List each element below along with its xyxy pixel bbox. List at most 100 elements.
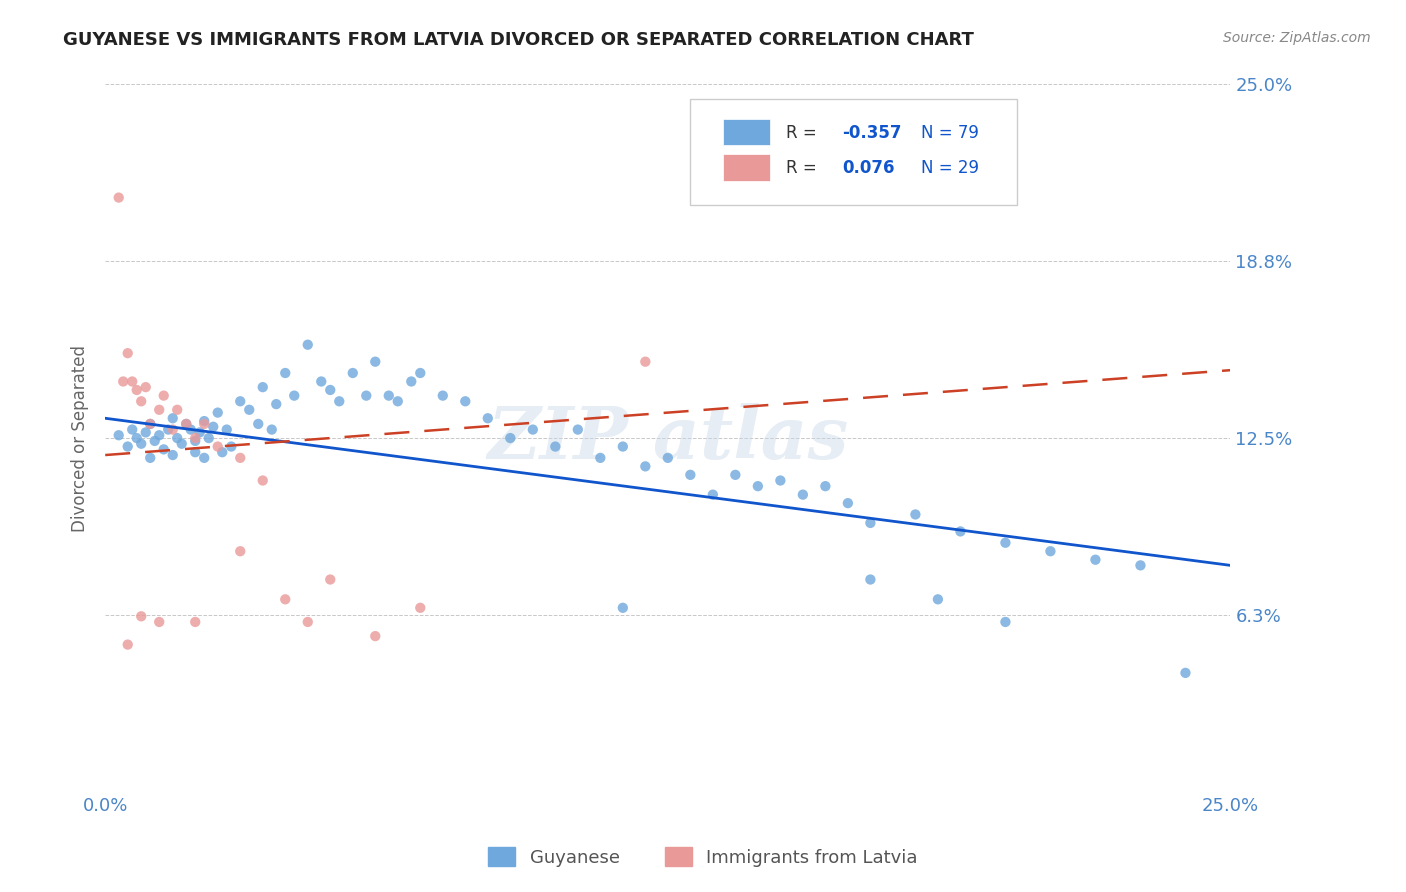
- Point: [174, 417, 197, 431]
- Point: [148, 402, 170, 417]
- Point: [152, 442, 174, 457]
- Point: [477, 411, 499, 425]
- Point: [162, 423, 184, 437]
- Point: [544, 440, 567, 454]
- Point: [143, 434, 166, 448]
- Point: [702, 488, 724, 502]
- Point: [157, 423, 180, 437]
- Point: [121, 375, 143, 389]
- Point: [859, 516, 882, 530]
- Text: ZIP atlas: ZIP atlas: [488, 402, 848, 474]
- Point: [1039, 544, 1062, 558]
- Point: [184, 434, 207, 448]
- Point: [364, 629, 387, 643]
- Legend: Guyanese, Immigrants from Latvia: Guyanese, Immigrants from Latvia: [481, 840, 925, 874]
- Point: [634, 354, 657, 368]
- Point: [238, 402, 260, 417]
- Point: [522, 423, 544, 437]
- Point: [117, 638, 139, 652]
- Point: [193, 414, 215, 428]
- Point: [148, 615, 170, 629]
- Point: [364, 354, 387, 368]
- Point: [148, 428, 170, 442]
- Point: [409, 366, 432, 380]
- Point: [139, 417, 162, 431]
- Point: [166, 431, 188, 445]
- Point: [1129, 558, 1152, 573]
- Point: [328, 394, 350, 409]
- Point: [252, 474, 274, 488]
- Point: [567, 423, 589, 437]
- Point: [309, 375, 332, 389]
- Text: N = 29: N = 29: [921, 159, 979, 177]
- Point: [129, 436, 152, 450]
- Point: [107, 191, 129, 205]
- Point: [211, 445, 233, 459]
- Text: -0.357: -0.357: [842, 123, 901, 142]
- Point: [207, 440, 229, 454]
- Point: [215, 423, 238, 437]
- Point: [274, 366, 297, 380]
- Y-axis label: Divorced or Separated: Divorced or Separated: [72, 344, 89, 532]
- Point: [264, 397, 287, 411]
- Point: [125, 383, 148, 397]
- FancyBboxPatch shape: [690, 99, 1017, 204]
- Point: [121, 423, 143, 437]
- Point: [657, 450, 679, 465]
- Point: [792, 488, 814, 502]
- Point: [297, 337, 319, 351]
- Point: [202, 419, 225, 434]
- Point: [188, 425, 211, 440]
- Point: [162, 448, 184, 462]
- Point: [837, 496, 859, 510]
- Point: [129, 609, 152, 624]
- Point: [247, 417, 270, 431]
- Point: [319, 383, 342, 397]
- Point: [184, 615, 207, 629]
- Point: [174, 417, 197, 431]
- Point: [589, 450, 612, 465]
- Point: [184, 431, 207, 445]
- Point: [814, 479, 837, 493]
- Point: [135, 425, 157, 440]
- Text: 0.076: 0.076: [842, 159, 894, 177]
- Point: [499, 431, 522, 445]
- Point: [229, 544, 252, 558]
- Point: [747, 479, 769, 493]
- Text: Source: ZipAtlas.com: Source: ZipAtlas.com: [1223, 31, 1371, 45]
- Point: [180, 423, 202, 437]
- Point: [219, 440, 242, 454]
- Point: [107, 428, 129, 442]
- Point: [724, 467, 747, 482]
- Point: [207, 406, 229, 420]
- Point: [994, 535, 1017, 549]
- Point: [252, 380, 274, 394]
- Point: [319, 573, 342, 587]
- Point: [135, 380, 157, 394]
- Point: [166, 402, 188, 417]
- Point: [1084, 552, 1107, 566]
- Point: [162, 411, 184, 425]
- Point: [859, 573, 882, 587]
- Point: [994, 615, 1017, 629]
- Point: [112, 375, 135, 389]
- Point: [129, 394, 152, 409]
- Point: [679, 467, 702, 482]
- FancyBboxPatch shape: [723, 154, 770, 180]
- Point: [184, 445, 207, 459]
- Point: [401, 375, 423, 389]
- Point: [634, 459, 657, 474]
- Point: [378, 389, 401, 403]
- Point: [125, 431, 148, 445]
- Point: [297, 615, 319, 629]
- Point: [904, 508, 927, 522]
- Text: R =: R =: [786, 123, 817, 142]
- Point: [1174, 665, 1197, 680]
- Point: [283, 389, 305, 403]
- Point: [193, 450, 215, 465]
- Point: [927, 592, 949, 607]
- Point: [409, 600, 432, 615]
- Text: R =: R =: [786, 159, 817, 177]
- Point: [229, 450, 252, 465]
- Point: [139, 450, 162, 465]
